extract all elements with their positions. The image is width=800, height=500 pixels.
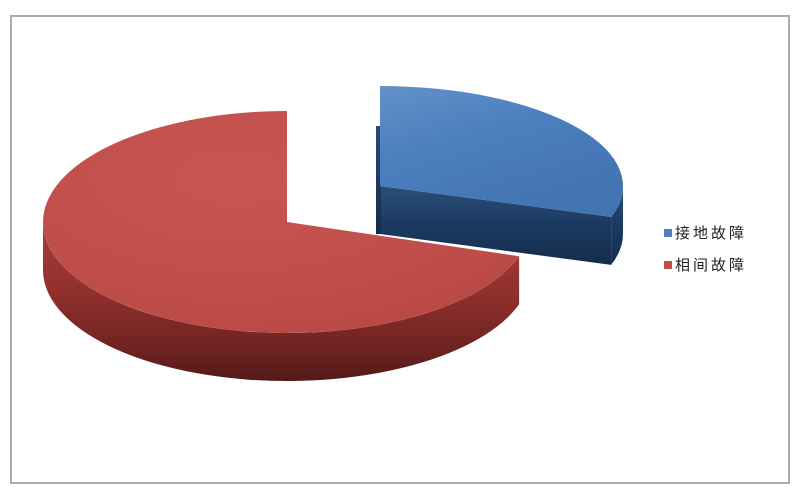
pie-slice-edge-wall (376, 126, 381, 234)
legend-swatch-ground-fault (664, 229, 672, 238)
legend-item-ground-fault[interactable]: 接地故障 (664, 224, 747, 243)
pie-slice-rim (611, 186, 623, 265)
pie-slice-phase-fault[interactable] (42, 111, 520, 382)
pie-slice-cut-wall (380, 186, 612, 265)
legend-label-phase-fault: 相间故障 (675, 255, 748, 274)
legend-swatch-phase-fault (664, 261, 672, 270)
pie-slice-ground-fault[interactable] (376, 86, 623, 265)
pie-slice-rim (42, 222, 520, 382)
pie-slice-top (43, 111, 520, 334)
legend-item-phase-fault[interactable]: 相间故障 (664, 256, 747, 275)
chart-legend: 接地故障 相间故障 (664, 224, 747, 288)
legend-label-ground-fault: 接地故障 (675, 224, 748, 242)
pie-slice-top (380, 86, 623, 217)
